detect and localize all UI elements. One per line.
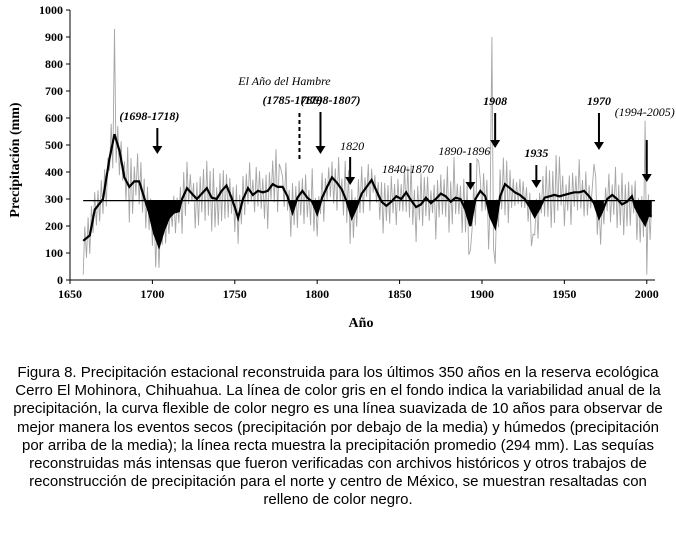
x-tick-label: 1800 xyxy=(305,287,329,301)
annotation-label: (1785-1786) xyxy=(262,93,322,107)
x-tick-label: 1850 xyxy=(388,287,412,301)
annotation-label: El Año del Hambre xyxy=(237,74,331,88)
drought-fill xyxy=(463,200,476,226)
x-axis-label: Año xyxy=(349,316,374,331)
y-tick-label: 500 xyxy=(45,138,63,152)
y-tick-label: 800 xyxy=(45,57,63,71)
x-tick-label: 1900 xyxy=(470,287,494,301)
annotation-label: 1935 xyxy=(524,146,548,160)
annotation-arrowhead xyxy=(152,146,163,154)
x-tick-label: 2000 xyxy=(635,287,659,301)
y-tick-label: 300 xyxy=(45,192,63,206)
annotation-label: 1820 xyxy=(340,139,364,153)
annotation-label: (1698-1718) xyxy=(119,109,179,123)
annotation-arrowhead xyxy=(641,174,652,182)
figure-caption: Figura 8. Precipitación estacional recon… xyxy=(13,364,663,509)
annotation-arrowhead xyxy=(531,180,542,188)
y-tick-label: 100 xyxy=(45,246,63,260)
annotation-label: 1840-1870 xyxy=(382,162,434,176)
x-tick-label: 1950 xyxy=(552,287,576,301)
x-tick-label: 1750 xyxy=(223,287,247,301)
annotation-label: 1970 xyxy=(587,94,611,108)
annual-precipitation-line xyxy=(82,28,653,275)
y-tick-label: 200 xyxy=(45,219,63,233)
annotation-label: 1890-1896 xyxy=(438,144,490,158)
precipitation-chart: 0 100 200 300 400 500 600 700 800 900 1000 1650 1700… xyxy=(8,3,675,331)
annotation-label: (1798-1807) xyxy=(300,93,360,107)
y-tick-label: 900 xyxy=(45,30,63,44)
annotation-arrowhead xyxy=(465,182,476,190)
y-tick-label: 600 xyxy=(45,111,63,125)
y-tick-label: 1000 xyxy=(39,3,63,17)
annotation-label: 1908 xyxy=(483,94,507,108)
x-tick-label: 1700 xyxy=(140,287,164,301)
drought-fill xyxy=(528,200,543,217)
annotation-arrowhead xyxy=(593,142,604,150)
smoothed-precipitation-line xyxy=(82,133,653,250)
annotation-arrowhead xyxy=(345,177,356,185)
annotation-label: (1994-2005) xyxy=(615,105,675,119)
annotation-arrowhead xyxy=(490,140,501,148)
y-tick-label: 0 xyxy=(57,273,63,287)
y-tick-label: 700 xyxy=(45,84,63,98)
y-axis-label: Precipitación (mm) xyxy=(8,102,23,218)
y-tick-label: 400 xyxy=(45,165,63,179)
x-tick-label: 1650 xyxy=(58,287,82,301)
annotation-arrowhead xyxy=(315,146,326,154)
